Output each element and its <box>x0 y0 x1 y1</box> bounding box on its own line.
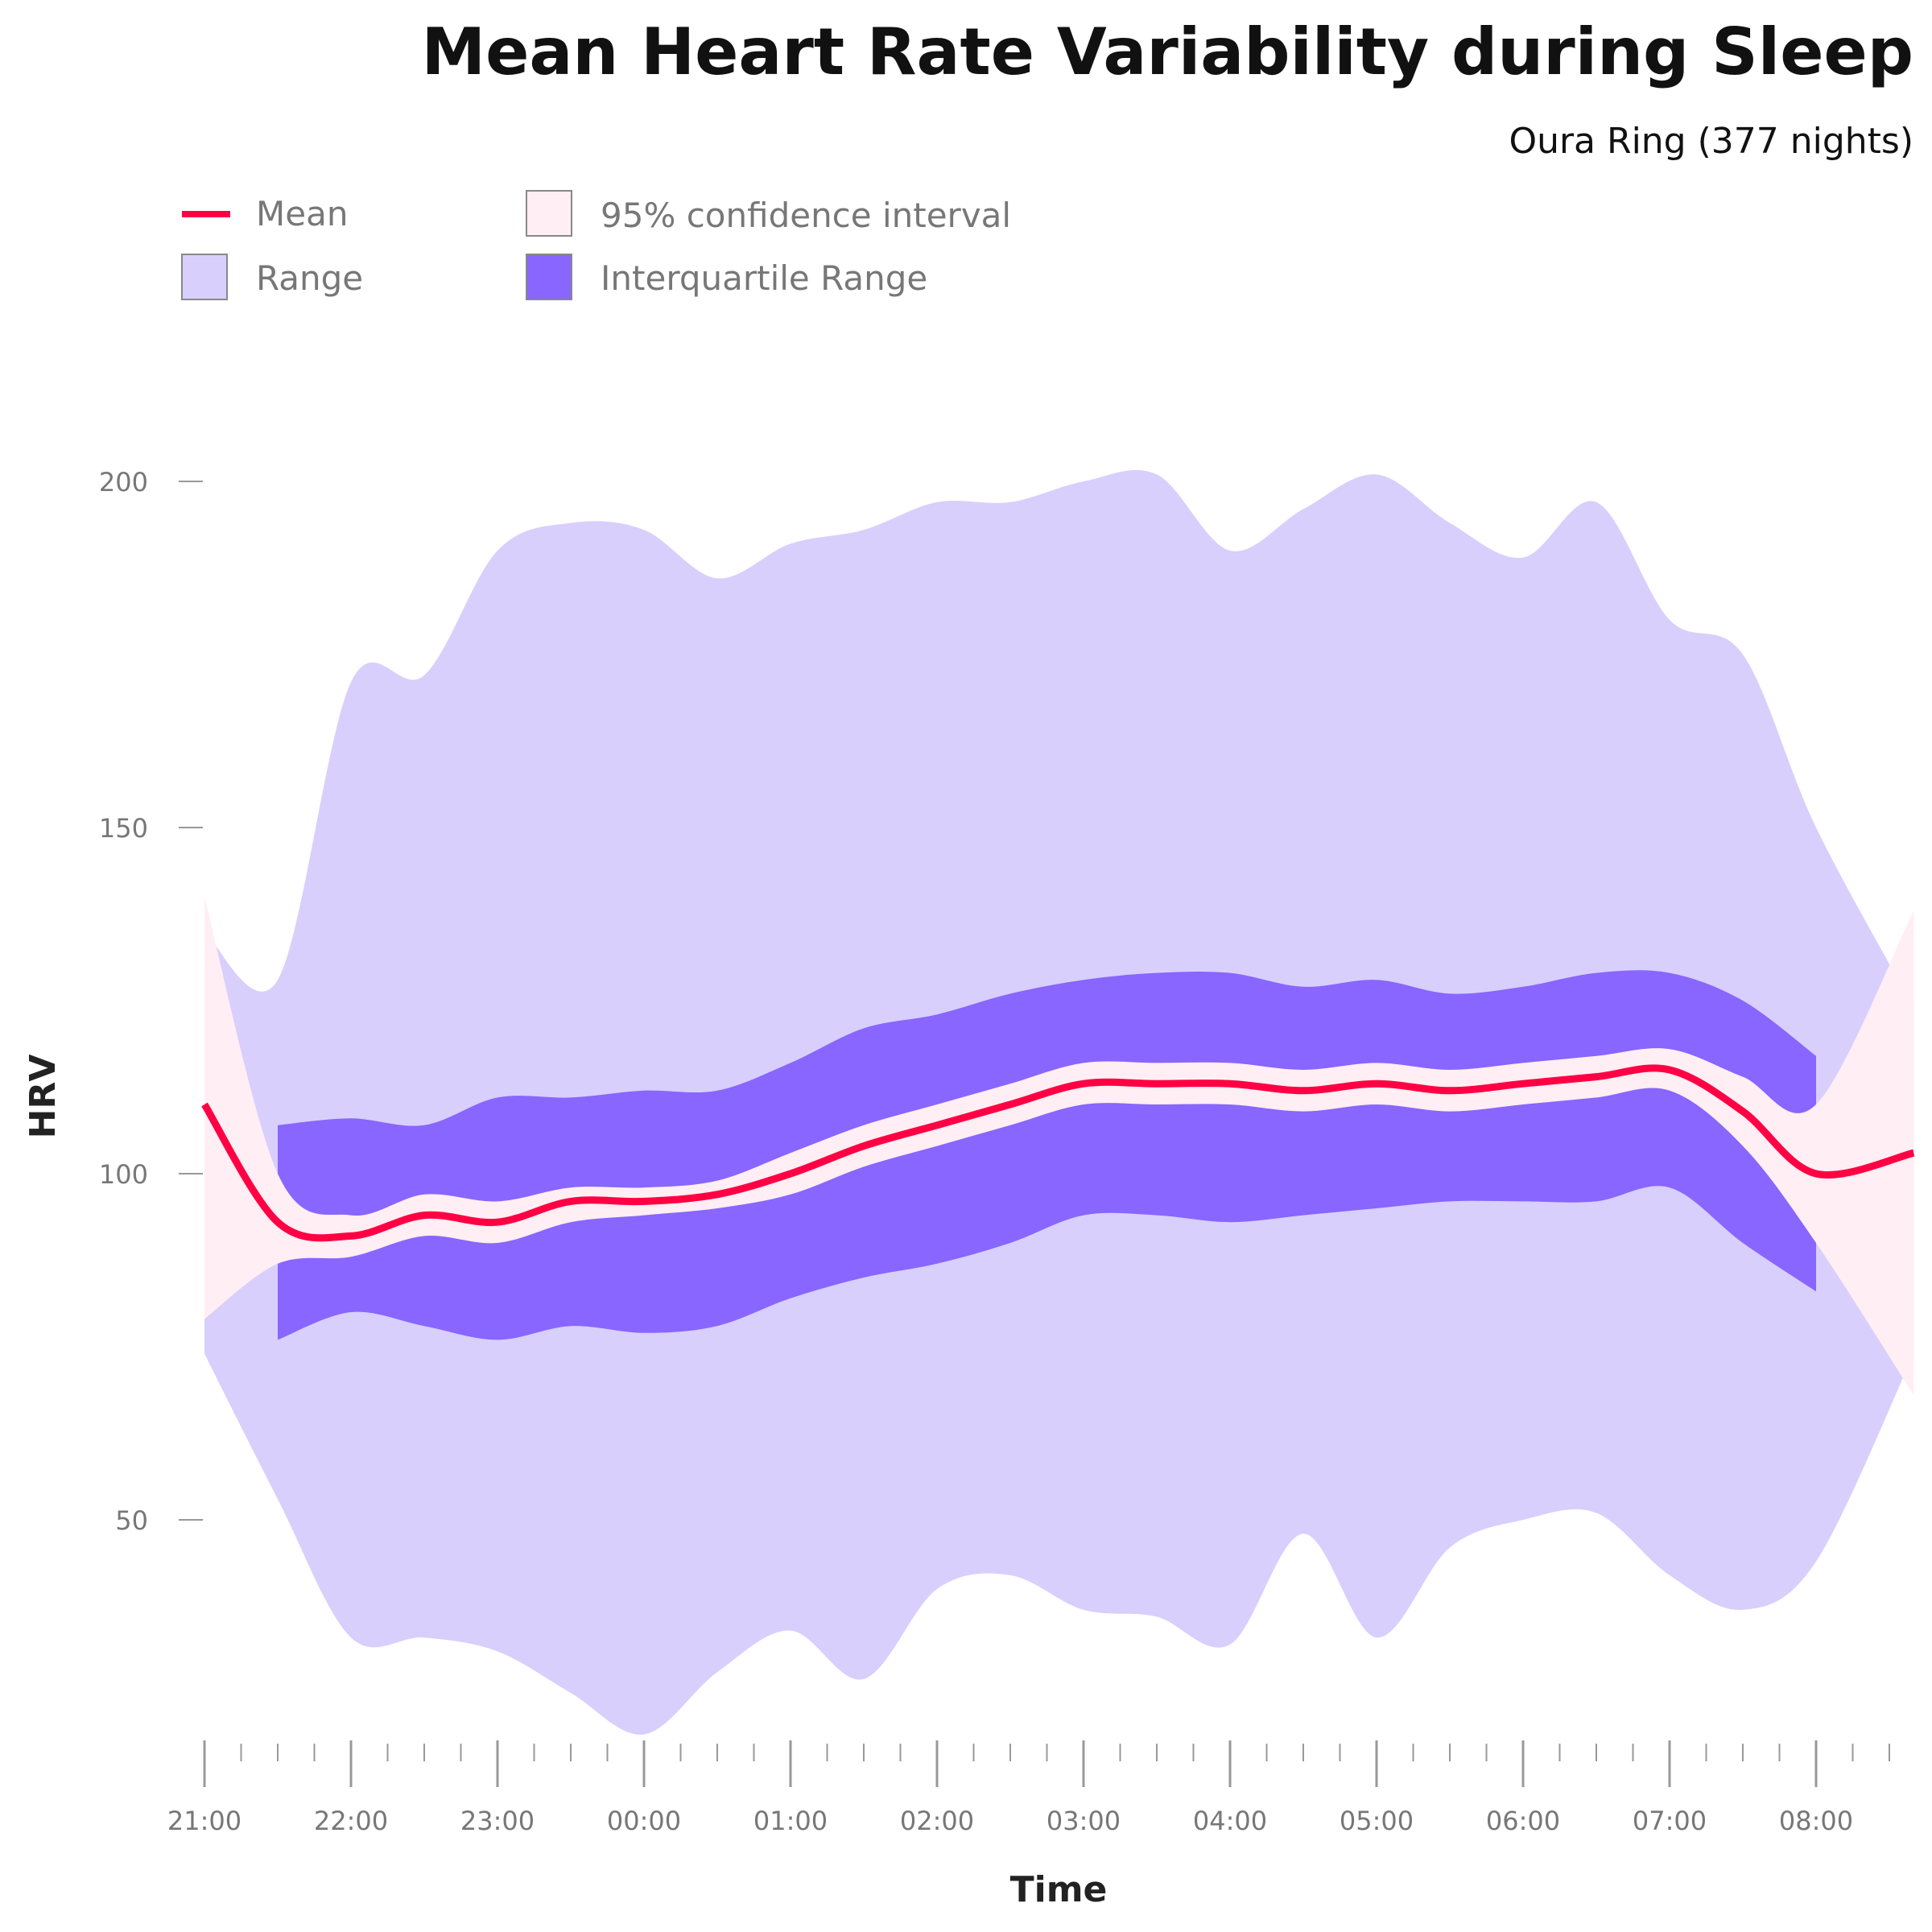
x-tick-label: 21:00 <box>167 1806 242 1836</box>
legend-ci-label: 95% confidence interval <box>601 196 1011 235</box>
x-axis-title: Time <box>1010 1869 1108 1910</box>
legend-ci-swatch <box>526 190 572 237</box>
y-tick-label: 50 <box>115 1505 148 1536</box>
x-tick-label: 23:00 <box>460 1806 535 1836</box>
mean-line <box>201 1064 1915 1242</box>
y-axis-title: HRV <box>23 1055 64 1139</box>
legend-mean-label: Mean <box>256 194 348 233</box>
legend-iqr-swatch <box>526 254 572 300</box>
legend-iqr-label: Interquartile Range <box>601 258 927 298</box>
y-tick-label: 100 <box>99 1159 148 1190</box>
x-tick-label: 00:00 <box>607 1806 681 1836</box>
y-tick-label: 200 <box>99 467 148 497</box>
chart-subtitle: Oura Ring (377 nights) <box>1509 121 1913 162</box>
iqr-band <box>278 970 1816 1340</box>
x-tick-label: 07:00 <box>1633 1806 1707 1836</box>
legend-range-swatch <box>181 254 228 300</box>
x-tick-label: 08:00 <box>1779 1806 1853 1836</box>
y-tick-label: 150 <box>99 813 148 844</box>
chart-title: Mean Heart Rate Variability during Sleep <box>421 14 1913 89</box>
x-tick-label: 06:00 <box>1486 1806 1560 1836</box>
legend: Mean 95% confidence interval Range Inter… <box>181 190 1011 300</box>
x-tick-label: 02:00 <box>900 1806 974 1836</box>
x-tick-label: 22:00 <box>314 1806 388 1836</box>
x-tick-label: 03:00 <box>1046 1806 1121 1836</box>
x-tick-label: 05:00 <box>1340 1806 1414 1836</box>
legend-range-label: Range <box>256 258 363 298</box>
x-tick-label: 01:00 <box>753 1806 828 1836</box>
x-tick-label: 04:00 <box>1193 1806 1267 1836</box>
